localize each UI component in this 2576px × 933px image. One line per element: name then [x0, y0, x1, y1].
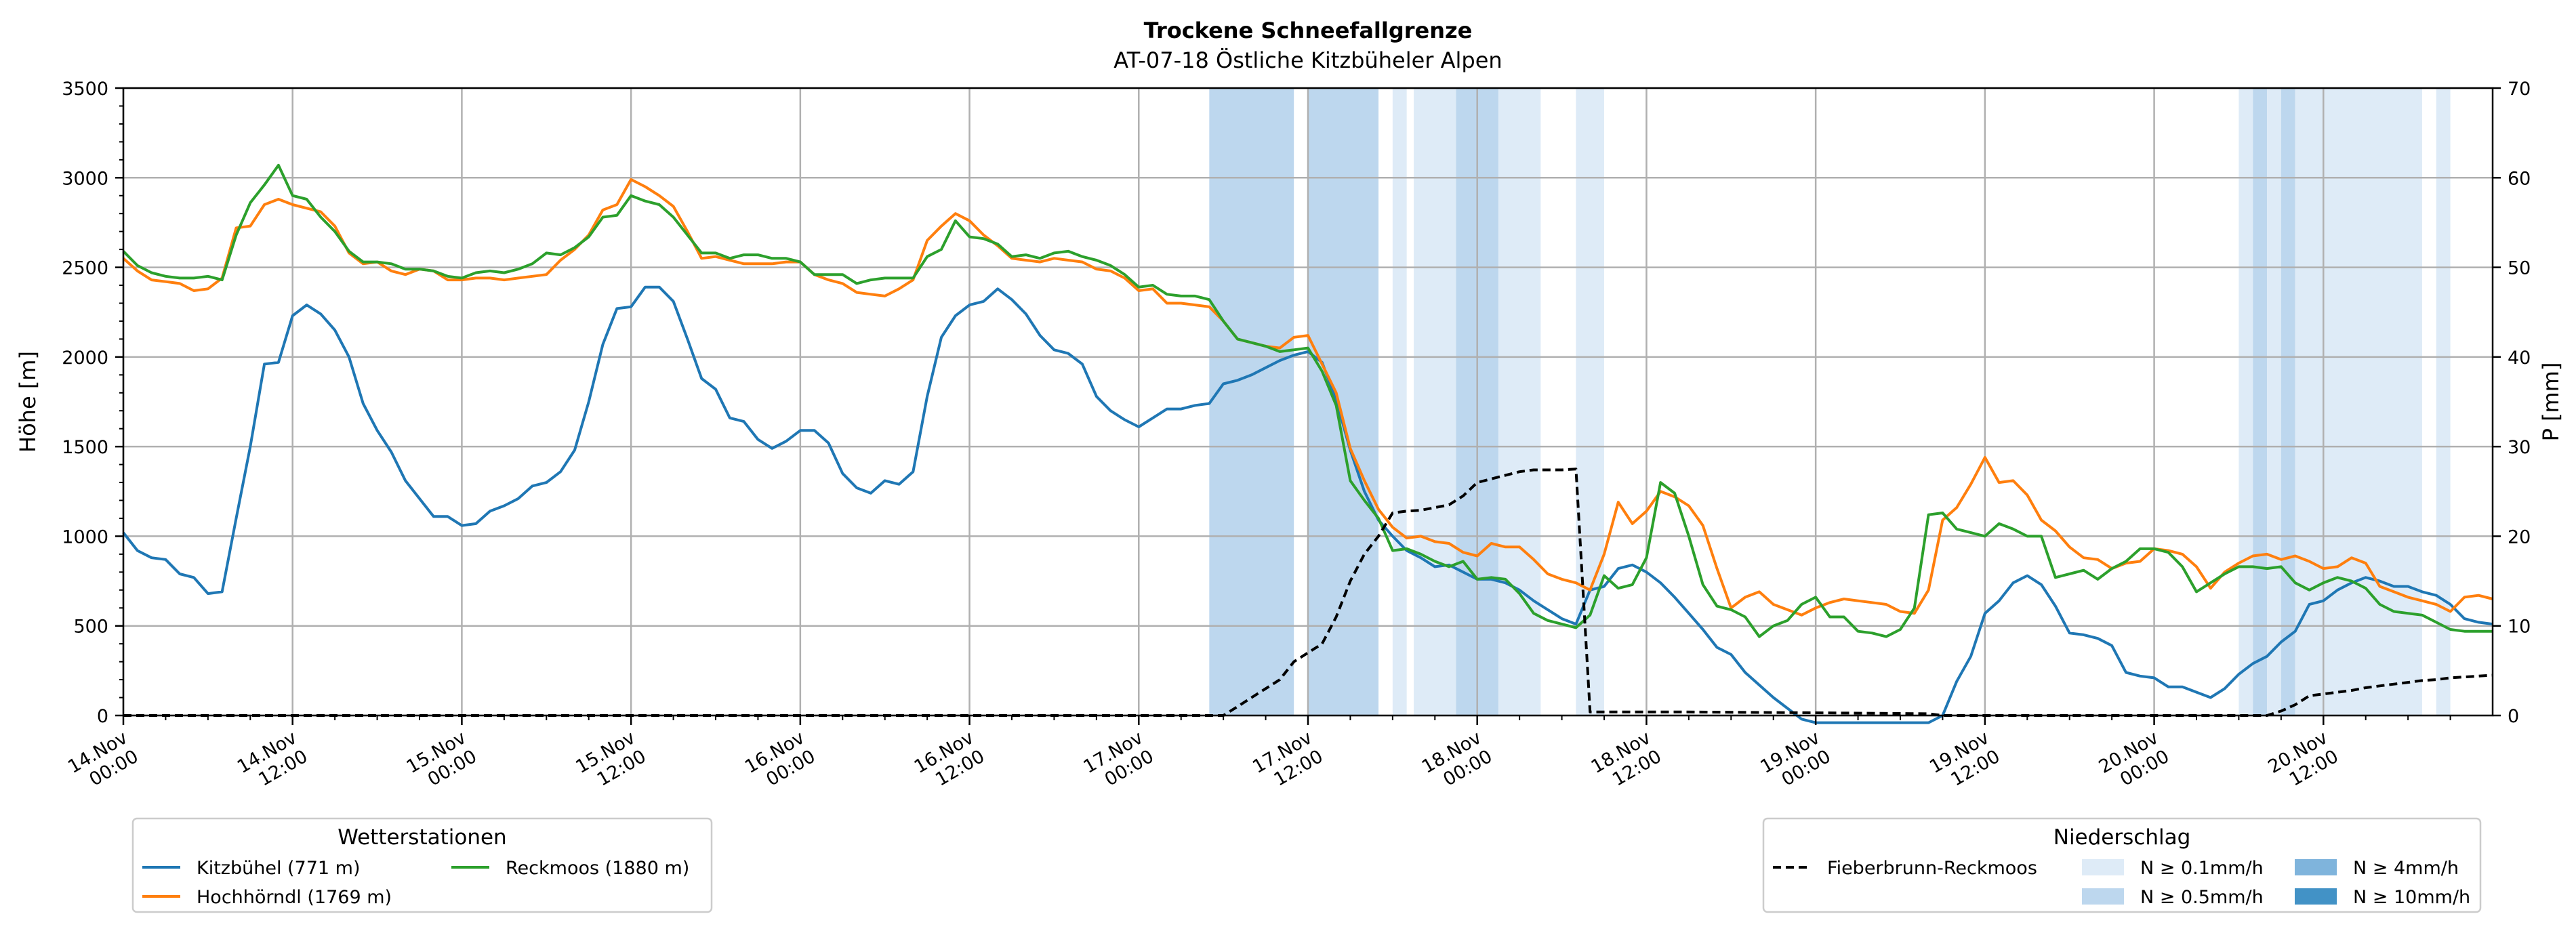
y-tick-label-6: 3000 — [62, 168, 108, 189]
y-axis-left: 0 500 1000 1500 2000 2500 3000 3500 — [62, 79, 123, 727]
svg-text:N ≥ 0.1mm/h: N ≥ 0.1mm/h — [2140, 858, 2264, 879]
legend-stations: Wetterstationen Kitzbühel (771 m) Hochhö… — [131, 817, 713, 913]
y-tick-label-0: 0 — [97, 706, 108, 727]
precip-span-10 — [2281, 88, 2295, 716]
precip-span-9 — [2267, 88, 2281, 716]
svg-text:Hochhörndl (1769 m): Hochhörndl (1769 m) — [197, 887, 392, 908]
precip-span-0 — [1209, 88, 1294, 716]
precip-span-11 — [2295, 88, 2422, 716]
precip-span-2 — [1392, 88, 1407, 716]
y-right-tick-label-3: 30 — [2508, 437, 2531, 458]
y-axis-right: 0 10 20 30 40 50 60 70 — [2493, 79, 2531, 727]
y-axis-label-left: Höhe [m] — [15, 351, 41, 453]
y-right-tick-label-1: 10 — [2508, 617, 2531, 638]
svg-text:N ≥ 0.5mm/h: N ≥ 0.5mm/h — [2140, 887, 2264, 908]
y-tick-label-1: 500 — [73, 617, 108, 638]
svg-text:N ≥ 10mm/h: N ≥ 10mm/h — [2353, 887, 2470, 908]
precip-span-1 — [1308, 88, 1379, 716]
legend-precip-title: Niederschlag — [2053, 825, 2191, 850]
legend-precip: Niederschlag Fieberbrunn-Reckmoos N ≥ 0.… — [1762, 817, 2482, 913]
series-line-0 — [122, 285, 2493, 724]
precip-span-12 — [2436, 88, 2451, 716]
legend-entry-precip-0: N ≥ 0.1mm/h — [2082, 858, 2264, 879]
legend-entry-precip-1: N ≥ 0.5mm/h — [2082, 887, 2264, 908]
y-right-tick-label-4: 40 — [2508, 348, 2531, 369]
legend-entry-precip-3: N ≥ 10mm/h — [2295, 887, 2470, 908]
y-right-tick-label-2: 20 — [2508, 526, 2531, 547]
precip-shading — [1209, 88, 2451, 716]
precip-span-5 — [1498, 88, 1541, 716]
precip-span-7 — [2238, 88, 2253, 716]
legend-entry-fieberbrunn: Fieberbrunn-Reckmoos — [1773, 858, 2037, 879]
legend-entry-hochhoerndl: Hochhörndl (1769 m) — [142, 887, 392, 908]
series-line-3 — [123, 468, 2493, 717]
y-right-tick-label-0: 0 — [2508, 706, 2519, 727]
series-line-1 — [122, 178, 2493, 617]
y-right-tick-label-6: 60 — [2508, 168, 2531, 189]
series-lines — [122, 163, 2493, 724]
svg-text:N ≥ 4mm/h: N ≥ 4mm/h — [2353, 858, 2459, 879]
series-line-2 — [122, 163, 2493, 638]
svg-text:Fieberbrunn-Reckmoos: Fieberbrunn-Reckmoos — [1827, 858, 2037, 879]
svg-text:Reckmoos (1880 m): Reckmoos (1880 m) — [506, 858, 689, 879]
legend-stations-title: Wetterstationen — [338, 825, 506, 850]
chart-subtitle: AT-07-18 Östliche Kitzbüheler Alpen — [1113, 47, 1502, 73]
legend-entry-precip-2: N ≥ 4mm/h — [2295, 858, 2459, 879]
y-axis-label-right: P [mm] — [2538, 362, 2564, 442]
svg-text:Kitzbühel (771 m): Kitzbühel (771 m) — [197, 858, 361, 879]
y-tick-label-4: 2000 — [62, 348, 108, 369]
precip-span-6 — [1576, 88, 1604, 716]
legend-entry-kitzbuehel: Kitzbühel (771 m) — [142, 858, 361, 879]
gridlines — [122, 87, 2493, 717]
y-tick-label-5: 2500 — [62, 258, 108, 279]
y-right-tick-label-7: 70 — [2508, 79, 2531, 100]
y-tick-label-7: 3500 — [62, 79, 108, 100]
precip-span-3 — [1414, 88, 1456, 716]
y-tick-label-2: 1000 — [62, 526, 108, 547]
precip-span-8 — [2253, 88, 2268, 716]
chart-title: Trockene Schneefallgrenze — [1144, 18, 1473, 43]
legend-entry-reckmoos: Reckmoos (1880 m) — [451, 858, 689, 879]
y-right-tick-label-5: 50 — [2508, 258, 2531, 279]
y-tick-label-3: 1500 — [62, 437, 108, 458]
